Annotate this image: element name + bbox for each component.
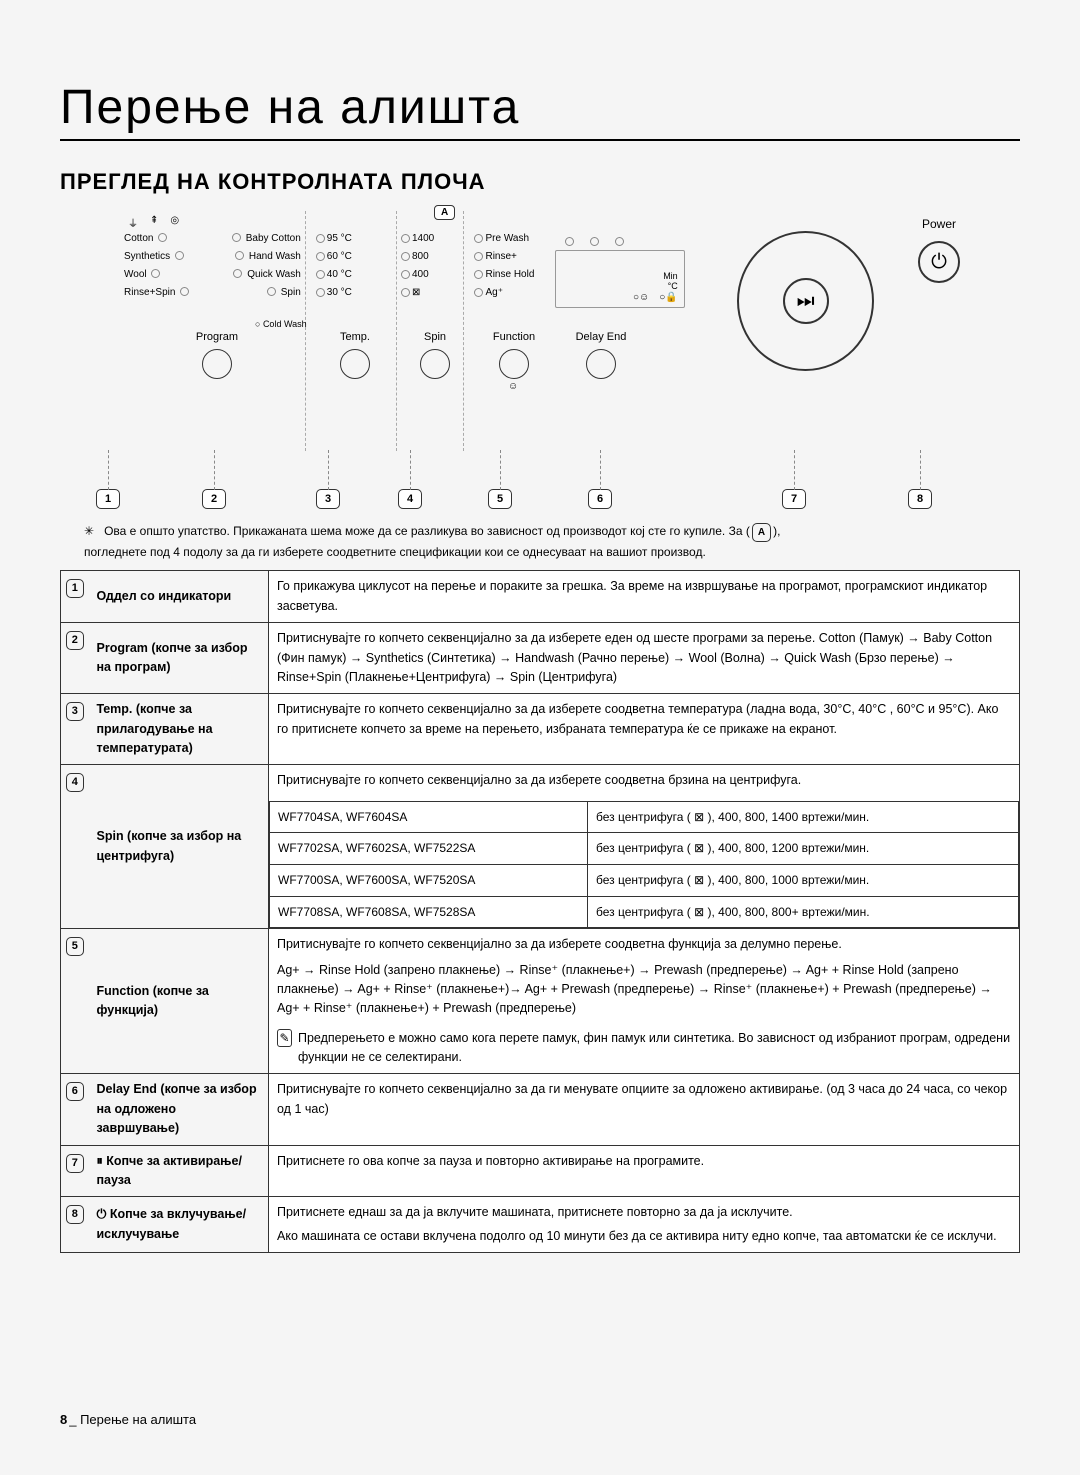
table-row: 5 Function (копче за функција) Притиснув… xyxy=(61,929,1020,1074)
power-area: Power ⏻ xyxy=(918,211,960,451)
power-icon: ⏻ xyxy=(931,251,947,274)
marker-6: 6 xyxy=(588,489,612,509)
control-panel-diagram: A Cotton Baby Cotton Synthetics Hand Was… xyxy=(60,211,1020,511)
power-label: Power xyxy=(918,217,960,231)
play-next-icon: ⏭ xyxy=(783,278,829,324)
controls-table: 1 Оддел со индикатори Го прикажува циклу… xyxy=(60,570,1020,1253)
marker-3: 3 xyxy=(316,489,340,509)
table-row: 3 Temp. (копче за прилагодување на темпе… xyxy=(61,694,1020,765)
table-row: 8 ⏻ Копче за вклучување/ исклучување При… xyxy=(61,1197,1020,1253)
table-row: 7 ⏸ Копче за активирање/пауза Притиснете… xyxy=(61,1145,1020,1197)
marker-8: 8 xyxy=(908,489,932,509)
cold-wash-label: Cold Wash xyxy=(255,319,307,329)
marker-7: 7 xyxy=(782,489,806,509)
table-row: 2 Program (копче за избор на програм) Пр… xyxy=(61,623,1020,694)
table-row: 4 Spin (копче за избор на центрифуга) Пр… xyxy=(61,765,1020,929)
marker-4: 4 xyxy=(398,489,422,509)
spin-models-table: WF7704SA, WF7604SAбез центрифуга ( ⊠ ), … xyxy=(269,801,1019,928)
page-footer: 8_ Перење на алишта xyxy=(60,1412,196,1427)
marker-2: 2 xyxy=(202,489,226,509)
button-row: Program Temp. Spin Function☺ Delay End xyxy=(122,331,646,382)
marker-5: 5 xyxy=(488,489,512,509)
table-row: 6 Delay End (копче за избор на одложено … xyxy=(61,1074,1020,1145)
footnote: ✳ Ова е општо упатство. Прикажаната шема… xyxy=(84,521,1020,562)
page-title: Перење на алишта xyxy=(60,80,1020,141)
power-button[interactable]: ⏻ xyxy=(918,241,960,283)
start-dial[interactable]: ⏭ xyxy=(737,231,874,371)
marker-1: 1 xyxy=(96,489,120,509)
table-row: 1 Оддел со индикатори Го прикажува циклу… xyxy=(61,571,1020,623)
note-icon: ✎ xyxy=(277,1029,292,1047)
section-title: ПРЕГЛЕД НА КОНТРОЛНАТА ПЛОЧА xyxy=(60,169,1020,195)
